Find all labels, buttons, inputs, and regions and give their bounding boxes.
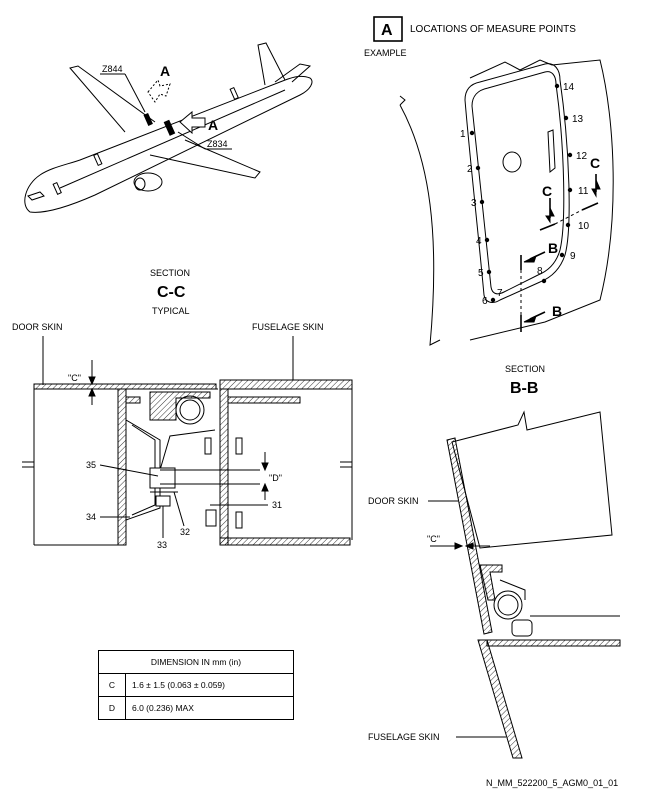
point-label-5: 5 [478,268,484,279]
zone-label-lower: Z834 [207,139,228,149]
figure-id: N_MM_522200_5_AGM0_01_01 [486,778,618,788]
item-34-label: 34 [86,512,96,522]
table-row: D 6.0 (0.236) MAX [98,696,294,720]
view-b-label-1: B [548,240,558,256]
dimension-table: DIMENSION IN mm (in) C 1.6 ± 1.5 (0.063 … [98,650,294,720]
detail-a-letter: A [381,22,393,39]
zone-label-upper: Z844 [102,64,123,74]
detail-a: A LOCATIONS OF MEASURE POINTS EXAMPLE [364,16,614,346]
item-35-label: 35 [86,460,96,470]
dimension-value: 6.0 (0.236) MAX [125,696,294,720]
section-cc-name: C-C [157,284,186,301]
view-c-label-2: C [590,155,600,171]
aircraft-illustration: A A Z844 Z834 [24,42,313,213]
point-label-1: 1 [460,129,466,140]
point-label-7: 7 [497,288,503,299]
section-bb-heading: SECTION [505,364,545,374]
point-label-6: 6 [482,296,488,307]
section-bb-door-skin-label: DOOR SKIN [368,496,419,506]
point-label-3: 3 [471,198,477,209]
section-cc-fuselage-skin-label: FUSELAGE SKIN [252,322,324,332]
table-row: C 1.6 ± 1.5 (0.063 ± 0.059) [98,673,294,697]
item-31-label: 31 [272,500,282,510]
dimension-value: 1.6 ± 1.5 (0.063 ± 0.059) [125,673,294,697]
view-a-label-upper: A [160,63,170,79]
section-cc-dim-c: "C" [68,373,81,383]
view-a-label-lower: A [208,117,218,133]
dimension-table-header-row: DIMENSION IN mm (in) [98,650,294,674]
point-label-9: 9 [570,251,576,262]
point-label-13: 13 [572,114,584,125]
measure-points [469,83,573,303]
section-bb-name: B-B [510,380,538,397]
section-cc-heading: SECTION [150,268,190,278]
point-label-4: 4 [476,236,482,247]
point-label-14: 14 [563,82,575,93]
point-label-11: 11 [578,186,589,197]
section-cc-dim-d: "D" [269,473,282,483]
point-label-12: 12 [576,151,588,162]
view-b-label-2: B [552,303,562,319]
section-bb-dim-c: "C" [427,534,440,544]
section-bb-fuselage-skin-label: FUSELAGE SKIN [368,732,440,742]
dimension-table-header: DIMENSION IN mm (in) [98,650,294,674]
section-cc: SECTION C-C TYPICAL DOOR SKIN FUSELAGE S… [12,268,353,550]
detail-a-subtitle: EXAMPLE [364,48,407,58]
item-32-label: 32 [180,527,190,537]
detail-a-title: LOCATIONS OF MEASURE POINTS [410,24,576,35]
section-bb: SECTION B-B "C" DOOR SKIN FUSELAGE SKIN [368,364,621,759]
dimension-key: C [98,673,126,697]
view-c-label-1: C [542,183,552,199]
point-label-10: 10 [578,221,590,232]
section-cc-note: TYPICAL [152,306,190,316]
point-label-2: 2 [467,164,473,175]
point-label-8: 8 [537,266,543,277]
dimension-key: D [98,696,126,720]
section-cc-door-skin-label: DOOR SKIN [12,322,63,332]
item-33-label: 33 [157,540,167,550]
